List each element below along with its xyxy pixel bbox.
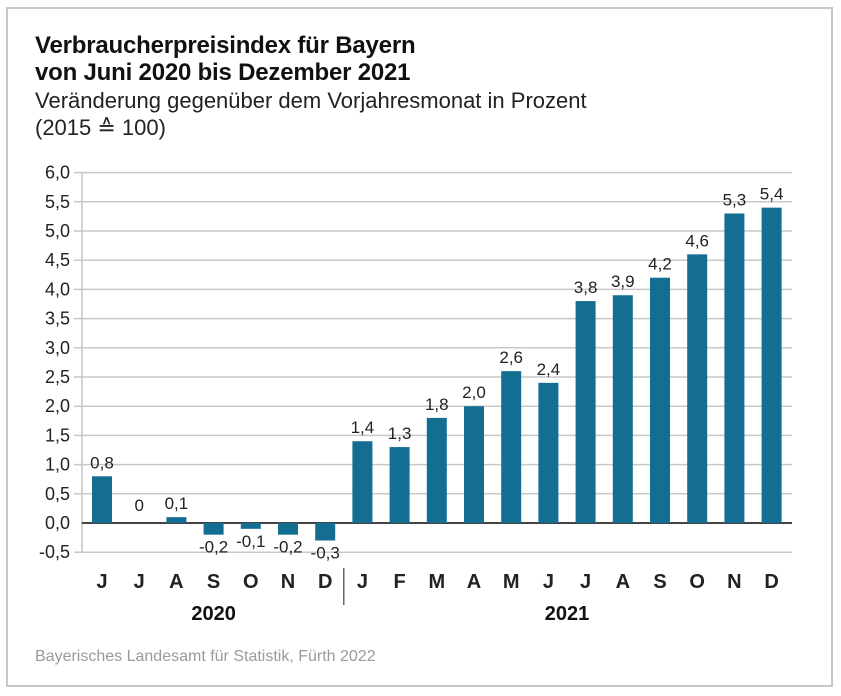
- bar: [426, 417, 447, 523]
- chart-title: Verbraucherpreisindex für Bayern von Jun…: [35, 32, 416, 86]
- data-label: 1,3: [388, 424, 412, 443]
- bar: [575, 301, 596, 523]
- y-tick-label: 1,0: [45, 455, 70, 475]
- y-tick-label: 2,0: [45, 396, 70, 416]
- bar: [501, 371, 522, 523]
- chart-title-line-1: Verbraucherpreisindex für Bayern: [35, 32, 416, 59]
- bar: [315, 523, 336, 541]
- chart-subtitle-line-1: Veränderung gegenüber dem Vorjahresmonat…: [35, 88, 587, 113]
- data-label: 5,4: [760, 185, 784, 204]
- y-tick-label: 4,0: [45, 279, 70, 299]
- bar: [761, 207, 782, 523]
- y-tick-label: 1,5: [45, 425, 70, 445]
- data-labels: 0,8 0 0,1 -0,2 -0,1 -0,2 -0,3 1,4 1,3 1,8 2,0 2,6 2,…: [90, 185, 783, 563]
- y-tick-label: 3,0: [45, 338, 70, 358]
- x-tick-label: A: [467, 571, 481, 593]
- x-tick-label: M: [428, 571, 445, 593]
- chart-title-line-2: von Juni 2020 bis Dezember 2021: [35, 59, 411, 86]
- x-tick-label: A: [169, 571, 183, 593]
- data-label: 4,6: [685, 231, 709, 250]
- data-label: 5,3: [723, 190, 747, 209]
- x-tick-label: O: [243, 571, 259, 593]
- bar: [687, 254, 708, 524]
- x-tick-label: O: [689, 571, 705, 593]
- y-tick-label: 4,5: [45, 250, 70, 270]
- bar: [352, 441, 373, 523]
- y-tick-label: 6,0: [45, 163, 70, 183]
- bar: [389, 447, 410, 523]
- year-label: 2020: [191, 603, 236, 625]
- x-tick-label: F: [393, 571, 405, 593]
- x-tick-label: S: [653, 571, 666, 593]
- data-label: 2,4: [537, 360, 561, 379]
- data-label: -0,3: [311, 544, 340, 563]
- y-tick-label: 3,5: [45, 309, 70, 329]
- y-tick-label: 0,0: [45, 513, 70, 533]
- x-tick-label: J: [543, 571, 554, 593]
- bar: [724, 213, 745, 524]
- y-tick-label: 5,5: [45, 192, 70, 212]
- x-tick-label: J: [580, 571, 591, 593]
- x-tick-label: M: [503, 571, 520, 593]
- bar: [464, 406, 484, 523]
- x-tick-label: N: [727, 571, 741, 593]
- data-label: 4,2: [648, 255, 672, 274]
- data-label: 2,6: [499, 348, 523, 367]
- x-tick-label: J: [357, 571, 368, 593]
- bar: [166, 517, 187, 523]
- y-tick-label: -0,5: [39, 542, 70, 562]
- source-note: Bayerisches Landesamt für Statistik, Für…: [35, 648, 376, 665]
- x-tick-label: D: [318, 571, 332, 593]
- data-label: -0,2: [273, 538, 302, 557]
- y-tick-label: 0,5: [45, 484, 70, 504]
- bar: [650, 277, 670, 523]
- data-label: 0: [134, 496, 143, 515]
- data-label: 0,8: [90, 453, 114, 472]
- bars: [92, 207, 782, 541]
- bar: [240, 523, 261, 529]
- data-label: 2,0: [462, 383, 486, 402]
- data-label: 3,8: [574, 278, 598, 297]
- data-label: 0,1: [165, 494, 189, 513]
- x-tick-label: D: [764, 571, 778, 593]
- year-label: 2021: [545, 603, 590, 625]
- x-tick-label: S: [207, 571, 220, 593]
- data-label: 3,9: [611, 272, 635, 291]
- y-tick-label: 5,0: [45, 221, 70, 241]
- y-axis: -0,5 0,0 0,5 1,0 1,5 2,0 2,5 3,0 3,5 4,0 4,5 5,0 5,5…: [39, 163, 70, 563]
- bar: [203, 523, 224, 535]
- data-label: 1,8: [425, 395, 449, 414]
- data-label: -0,2: [199, 538, 228, 557]
- bar: [538, 382, 559, 523]
- x-tick-label: N: [281, 571, 295, 593]
- x-tick-label: J: [96, 571, 107, 593]
- bar: [278, 523, 298, 535]
- gridlines: [74, 171, 792, 553]
- data-label: 1,4: [351, 418, 375, 437]
- y-tick-label: 2,5: [45, 367, 70, 387]
- data-label: -0,1: [236, 532, 265, 551]
- bar: [92, 476, 112, 523]
- bar: [612, 295, 633, 523]
- x-tick-label: A: [616, 571, 630, 593]
- chart-subtitle: Veränderung gegenüber dem Vorjahresmonat…: [35, 87, 587, 141]
- x-tick-label: J: [134, 571, 145, 593]
- chart-subtitle-line-2: (2015 ≙ 100): [35, 115, 166, 140]
